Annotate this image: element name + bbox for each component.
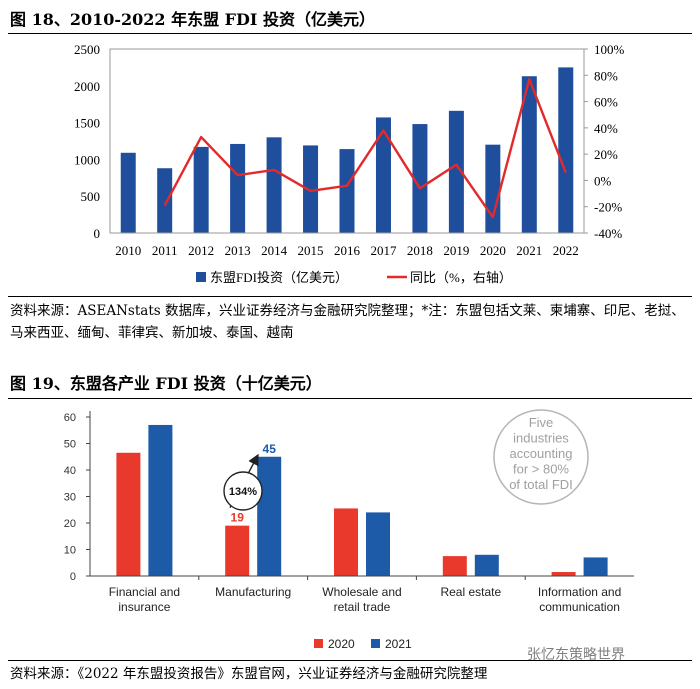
figure19-source: 资料来源：《2022 年东盟投资报告》东盟官网，兴业证券经济与金融研究院整理 (10, 666, 488, 682)
x-tick-label: 2014 (261, 243, 288, 258)
y-tick-label: 50 (64, 439, 76, 451)
y-tick-label: 30 (64, 492, 76, 504)
bar-2014 (266, 137, 282, 233)
legend-swatch-2020 (314, 639, 323, 648)
five-industries-bubble (493, 409, 589, 505)
bar-2019 (448, 110, 464, 233)
bar-2018 (412, 124, 428, 233)
bar-2021 (521, 76, 537, 233)
figure18-bottom-rule (8, 296, 692, 297)
right-tick-label: 100% (594, 42, 625, 57)
right-tick-label: 80% (594, 68, 618, 83)
figure18-top-rule (8, 33, 692, 34)
figure19-title: 图 19、东盟各产业 FDI 投资（十亿美元） (10, 374, 322, 393)
bubble-text-line: for > 80% (513, 462, 569, 477)
left-tick-label: 2000 (74, 79, 100, 94)
figure18-source: 资料来源：ASEANstats 数据库，兴业证券经济与金融研究院整理；*注：东盟… (10, 303, 685, 341)
x-tick-label: 2021 (516, 243, 542, 258)
right-tick-label: 20% (594, 147, 618, 162)
bar-2021-4 (583, 557, 608, 576)
figure18-chart: 0 500 1000 1500 2000 2500 -40% -20% 0% 20% 40% 60% 8… (74, 42, 625, 285)
left-tick-label: 1000 (74, 152, 100, 167)
y-tick-label: 60 (64, 412, 76, 424)
x-tick-label: 2013 (225, 243, 251, 258)
right-tick-label: 60% (594, 95, 618, 110)
legend-swatch-fdi (196, 272, 206, 282)
bar-2020-1 (225, 525, 250, 576)
x-tick-label: 2020 (480, 243, 506, 258)
legend-label-fdi: 东盟FDI投资（亿美元） (210, 270, 348, 285)
bar-2017 (375, 117, 391, 233)
data-label-manufacturing-2020: 19 (231, 511, 245, 525)
figure18-title: 图 18、2010-2022 年东盟 FDI 投资（亿美元） (10, 10, 375, 29)
bar-2021-0 (148, 424, 173, 576)
x-tick-label: 2017 (370, 243, 397, 258)
x-tick-label: 2010 (115, 243, 141, 258)
bar-2021-2 (366, 512, 390, 576)
x-tick-label: 2016 (334, 243, 361, 258)
bar-2015 (303, 145, 319, 233)
right-tick-label: -20% (594, 200, 622, 215)
y-tick-label: 40 (64, 465, 76, 477)
x-category-label: Real estate (440, 585, 501, 599)
bar-2012 (193, 146, 209, 233)
x-category-label: Wholesale and (322, 585, 401, 599)
y-tick-label: 0 (70, 571, 76, 583)
left-tick-label: 1500 (74, 116, 100, 131)
bubble-text-line: of total FDI (509, 477, 573, 492)
bar-2020-0 (116, 452, 141, 576)
legend-label-2021: 2021 (385, 637, 412, 651)
left-tick-label: 2500 (74, 42, 100, 57)
left-tick-label: 0 (94, 226, 101, 241)
yoy-line (163, 78, 567, 219)
bar-2010 (120, 152, 136, 233)
x-tick-label: 2015 (298, 243, 324, 258)
figure19-bottom-rule (8, 660, 692, 661)
legend-label-yoy: 同比（%，右轴） (410, 270, 512, 285)
right-tick-label: -40% (594, 226, 622, 241)
bubble-text-line: industries (513, 431, 569, 446)
growth-circle (223, 471, 263, 511)
x-tick-label: 2022 (553, 243, 579, 258)
bar-2020-4 (551, 572, 576, 576)
figure19-top-rule (8, 398, 692, 399)
bar-2021-1 (257, 456, 282, 576)
bar-2022 (558, 67, 574, 234)
right-tick-label: 40% (594, 121, 618, 136)
x-tick-label: 2011 (152, 243, 178, 258)
y-tick-label: 10 (64, 545, 76, 557)
bar-2020-2 (334, 508, 358, 576)
bar-2020-3 (442, 556, 467, 576)
x-category-label: Manufacturing (215, 585, 291, 599)
left-tick-label: 500 (81, 189, 101, 204)
x-category-label: Financial and (109, 585, 180, 599)
x-tick-label: 2012 (188, 243, 214, 258)
bar-2013 (230, 143, 246, 233)
bar-2016 (339, 149, 355, 233)
growth-label: 134% (229, 486, 257, 498)
legend-label-2020: 2020 (328, 637, 355, 651)
legend-swatch-2021 (371, 639, 380, 648)
bubble-text-line: Five (529, 415, 554, 430)
x-category-label: insurance (118, 600, 170, 614)
x-category-label: Information and (538, 585, 621, 599)
bar-2021-3 (474, 554, 499, 576)
x-tick-label: 2019 (443, 243, 469, 258)
data-label-manufacturing-2021: 45 (263, 442, 277, 456)
bubble-text-line: accounting (510, 446, 573, 461)
bar-2011 (157, 168, 173, 233)
x-category-label: communication (539, 600, 620, 614)
x-tick-label: 2018 (407, 243, 433, 258)
watermark: 张忆东策略世界 (527, 647, 625, 663)
plot-frame (109, 48, 585, 234)
x-category-label: retail trade (334, 600, 391, 614)
bar-2020 (485, 144, 501, 233)
right-tick-label: 0% (594, 173, 612, 188)
y-tick-label: 20 (64, 518, 76, 530)
